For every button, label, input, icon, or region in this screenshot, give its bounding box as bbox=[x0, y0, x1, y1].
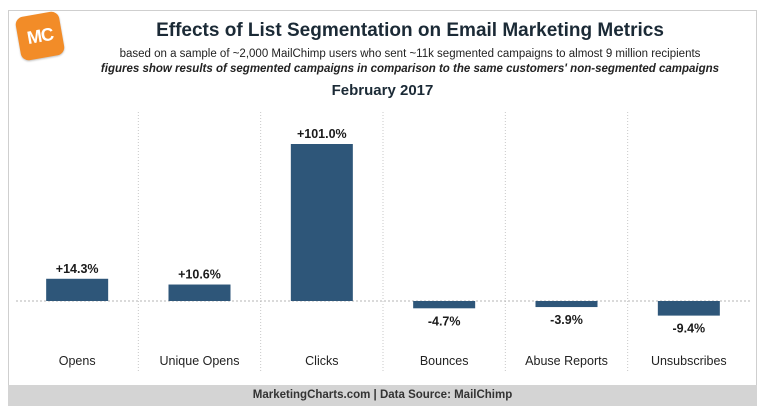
bar-clicks bbox=[290, 144, 353, 301]
bar-unique-opens bbox=[168, 284, 231, 301]
footer-source: MarketingCharts.com | Data Source: MailC… bbox=[8, 385, 757, 406]
data-label: -4.7% bbox=[428, 314, 461, 328]
category-label: Unsubscribes bbox=[651, 354, 727, 368]
data-label: -9.4% bbox=[673, 322, 706, 336]
data-label: +10.6% bbox=[178, 268, 221, 282]
data-label: +101.0% bbox=[297, 127, 347, 141]
chart-title: Effects of List Segmentation on Email Ma… bbox=[156, 20, 664, 41]
category-label: Bounces bbox=[420, 354, 469, 368]
chart-note: figures show results of segmented campai… bbox=[100, 63, 720, 75]
category-label: Opens bbox=[59, 354, 96, 368]
chart-date: February 2017 bbox=[331, 82, 434, 99]
chart-subtitle: based on a sample of ~2,000 MailChimp us… bbox=[119, 48, 701, 60]
bar-opens bbox=[46, 278, 109, 301]
bar-abuse-reports bbox=[535, 301, 598, 308]
bar-bounces bbox=[413, 301, 476, 309]
category-label: Abuse Reports bbox=[525, 354, 608, 368]
category-label: Unique Opens bbox=[160, 354, 240, 368]
data-label: -3.9% bbox=[550, 313, 583, 327]
bar-unsubscribes bbox=[657, 301, 720, 316]
category-label: Clicks bbox=[305, 354, 338, 368]
data-label: +14.3% bbox=[56, 262, 99, 276]
